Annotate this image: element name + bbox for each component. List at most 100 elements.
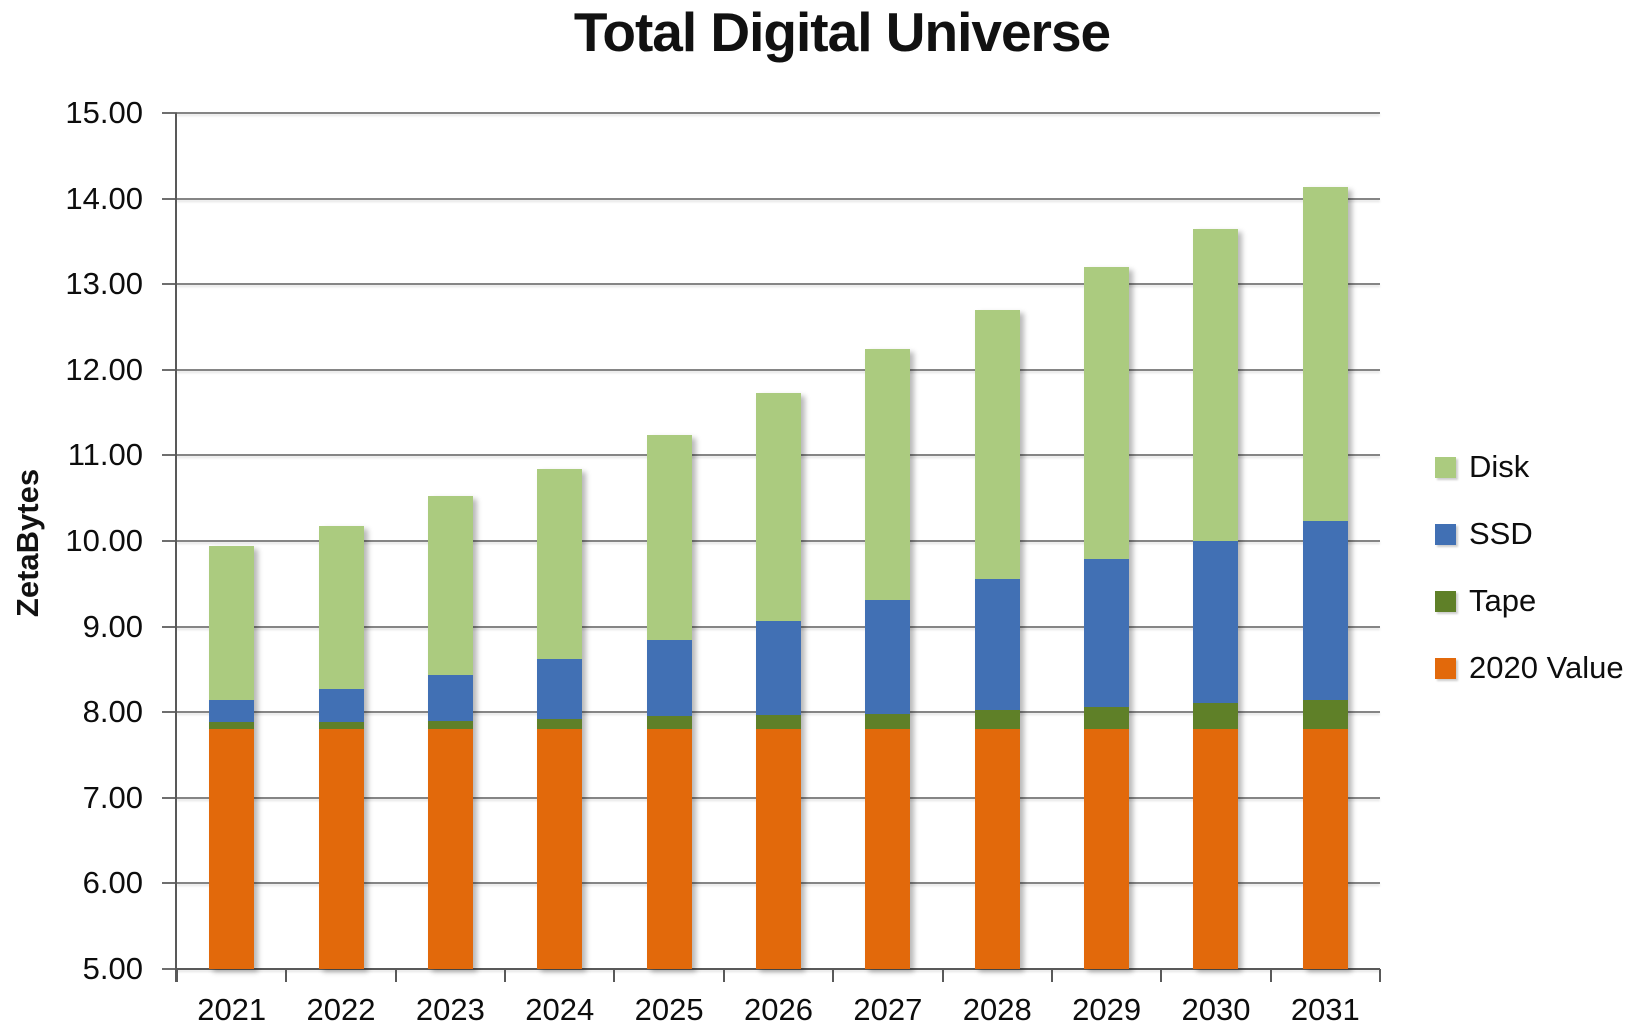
bar-segment-tape-2025 xyxy=(646,716,692,730)
y-tick-label: 9.00 xyxy=(82,608,143,644)
gridline-15.00 xyxy=(177,112,1380,114)
bar-segment-disk-2024 xyxy=(537,469,583,660)
x-tick-label-2024: 2024 xyxy=(525,992,595,1027)
bar-segment-disk-2029 xyxy=(1084,267,1130,559)
gridline-5.00 xyxy=(177,968,1380,970)
legend-swatch-2020-value xyxy=(1435,657,1456,679)
bar-segment-ssd-2030 xyxy=(1193,540,1239,703)
y-axis-tick-6.00 xyxy=(162,882,177,885)
bar-segment-disk-2028 xyxy=(974,309,1020,579)
bar-segment-2020-value-2023 xyxy=(427,729,473,969)
bar-segment-tape-2026 xyxy=(756,714,801,730)
y-tick-label: 13.00 xyxy=(65,266,143,302)
x-axis-tick-labels: 2021 2022 2023 2024 2025 2026 2027 2028 2029 2030… xyxy=(177,992,1380,1032)
x-axis-tick xyxy=(722,969,725,982)
bar-segment-disk-2027 xyxy=(865,349,911,601)
gridline-12.00 xyxy=(177,368,1380,371)
y-axis-tick-15.00 xyxy=(162,112,177,114)
legend-swatch-tape xyxy=(1435,590,1456,612)
x-axis-tick xyxy=(394,969,397,982)
y-tick-label: 14.00 xyxy=(65,180,143,216)
bar-segment-2020-value-2021 xyxy=(209,729,255,969)
bar-segment-2020-value-2024 xyxy=(537,729,583,969)
bar-segment-2020-value-2029 xyxy=(1084,729,1130,969)
plot-area xyxy=(162,112,1381,982)
y-tick-label: 8.00 xyxy=(82,694,143,730)
bar-segment-ssd-2021 xyxy=(209,700,255,723)
gridline-13.00 xyxy=(177,283,1380,286)
x-axis-tick xyxy=(1160,969,1163,982)
bar-segment-tape-2031 xyxy=(1302,700,1348,730)
bar-segment-tape-2022 xyxy=(318,721,364,730)
bar-segment-2020-value-2022 xyxy=(318,729,364,969)
bar-2030 xyxy=(1193,228,1239,969)
bar-segment-tape-2030 xyxy=(1193,702,1239,730)
bar-2024 xyxy=(537,469,583,969)
bar-segment-ssd-2023 xyxy=(427,674,473,721)
bar-segment-2020-value-2028 xyxy=(974,729,1020,969)
bar-segment-tape-2027 xyxy=(865,713,911,730)
y-tick-label: 7.00 xyxy=(82,779,143,815)
y-axis-tick-5.00 xyxy=(162,968,177,970)
y-axis-tick-7.00 xyxy=(162,796,177,799)
y-axis-tick-labels: 15.00 14.00 13.00 12.00 11.00 10.00 9.00 8.00 7.… xyxy=(0,97,143,985)
x-axis-tick xyxy=(1269,969,1272,982)
legend-item-ssd: SSD xyxy=(1435,516,1624,551)
legend: Disk SSD Tape 2020 Value xyxy=(1435,449,1624,723)
bar-segment-tape-2021 xyxy=(209,722,255,730)
bar-segment-ssd-2026 xyxy=(756,620,801,715)
gridline-14.00 xyxy=(177,197,1380,200)
bar-segment-2020-value-2026 xyxy=(756,729,801,969)
legend-label-disk: Disk xyxy=(1469,449,1530,484)
bar-segment-2020-value-2030 xyxy=(1193,729,1239,969)
bar-segment-2020-value-2025 xyxy=(646,729,692,969)
x-tick-label-2028: 2028 xyxy=(962,992,1032,1027)
x-tick-label-2021: 2021 xyxy=(197,992,267,1027)
bar-2027 xyxy=(865,349,911,969)
x-axis-tick xyxy=(613,969,616,982)
bar-segment-ssd-2029 xyxy=(1084,558,1130,708)
bar-2022 xyxy=(318,525,364,969)
x-tick-label-2029: 2029 xyxy=(1072,992,1142,1027)
bar-segment-disk-2026 xyxy=(756,392,801,621)
bar-segment-disk-2030 xyxy=(1193,228,1239,541)
bar-2025 xyxy=(646,434,692,969)
chart-title: Total Digital Universe xyxy=(573,1,1111,63)
x-tick-label-2025: 2025 xyxy=(634,992,704,1027)
bar-segment-2020-value-2031 xyxy=(1302,729,1348,969)
legend-label-2020-value: 2020 Value xyxy=(1469,650,1624,685)
bar-2026 xyxy=(756,392,801,969)
x-axis-tick xyxy=(941,969,944,982)
legend-item-2020-value: 2020 Value xyxy=(1435,650,1624,685)
x-tick-label-2022: 2022 xyxy=(306,992,376,1027)
bar-segment-disk-2021 xyxy=(209,546,255,701)
x-axis-tick xyxy=(1379,969,1381,982)
bar-segment-ssd-2025 xyxy=(646,640,692,717)
bar-segment-ssd-2027 xyxy=(865,600,911,714)
x-tick-label-2027: 2027 xyxy=(853,992,923,1027)
y-tick-label: 15.00 xyxy=(65,95,143,130)
x-tick-label-2023: 2023 xyxy=(415,992,485,1027)
bar-segment-disk-2022 xyxy=(318,525,364,690)
bar-2029 xyxy=(1084,267,1130,969)
y-axis-line xyxy=(175,113,177,982)
y-tick-label: 12.00 xyxy=(65,351,143,387)
x-tick-label-2026: 2026 xyxy=(744,992,813,1027)
x-axis-tick xyxy=(176,969,178,982)
bar-2021 xyxy=(209,546,255,969)
y-axis-tick-12.00 xyxy=(162,368,177,371)
bar-segment-ssd-2028 xyxy=(974,578,1020,711)
legend-swatch-ssd xyxy=(1435,523,1456,545)
legend-item-tape: Tape xyxy=(1435,583,1624,618)
y-tick-label: 10.00 xyxy=(65,523,143,558)
bar-segment-2020-value-2027 xyxy=(865,729,911,969)
bar-segment-disk-2023 xyxy=(427,495,473,675)
bar-segment-tape-2028 xyxy=(974,710,1020,730)
bar-segment-ssd-2031 xyxy=(1302,521,1348,701)
x-tick-label-2030: 2030 xyxy=(1181,992,1251,1027)
legend-item-disk: Disk xyxy=(1435,449,1624,484)
bar-segment-tape-2029 xyxy=(1084,707,1130,730)
legend-label-tape: Tape xyxy=(1469,583,1537,618)
bar-segment-disk-2031 xyxy=(1302,186,1348,522)
